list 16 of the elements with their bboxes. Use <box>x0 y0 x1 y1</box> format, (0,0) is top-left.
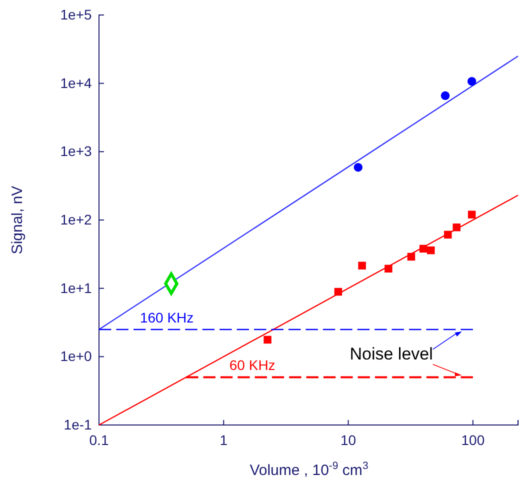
x-tick-label: 100 <box>461 432 485 448</box>
annotation: 60 KHz <box>229 357 276 374</box>
x-tick-label: 1 <box>220 432 228 448</box>
annotation: 160 KHz <box>140 309 194 326</box>
y-tick-label: 1e+4 <box>60 74 92 91</box>
y-tick-label: 1e+5 <box>60 6 92 22</box>
y-tick-label: 1e-1 <box>64 416 92 432</box>
annotation: Noise level <box>350 344 433 364</box>
y-tick-label: 1e+3 <box>60 143 92 160</box>
y-tick-label: 1e+2 <box>60 211 92 228</box>
x-tick-label: 0.1 <box>89 432 109 448</box>
y-tick-label: 1e+1 <box>60 280 92 296</box>
y-tick-label: 1e+0 <box>60 348 92 364</box>
x-axis-title: Volume , 10$^{-9}$ cm$^{3}$ <box>250 460 368 479</box>
y-axis-title: Signal, nV <box>9 186 26 254</box>
x-tick-label: 10 <box>340 432 356 448</box>
